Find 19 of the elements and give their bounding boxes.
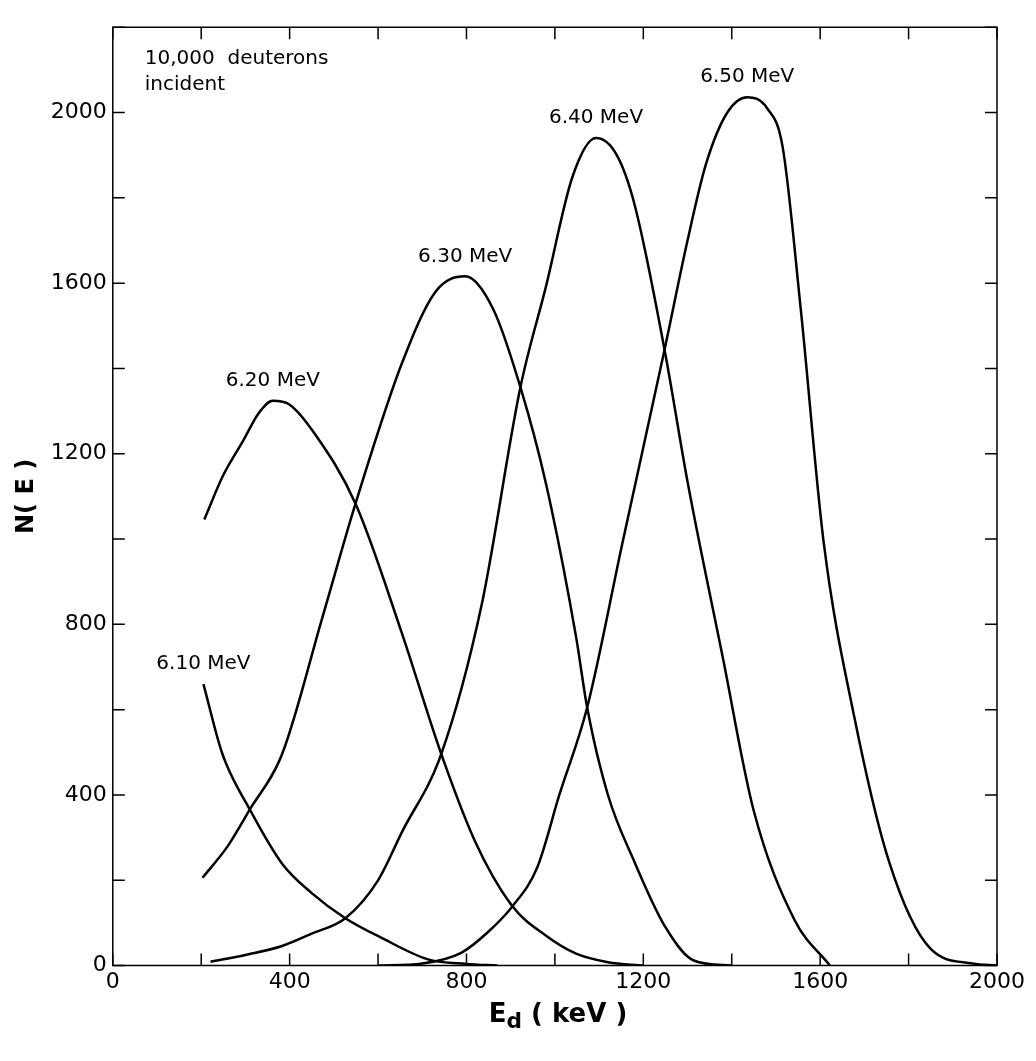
y-tick-label: 2000 [50,98,107,124]
y-axis-title: N( E ) [10,458,39,534]
y-tick-label: 1600 [50,268,107,294]
series-label: 6.40 MeV [548,104,644,129]
y-tick-label: 1200 [50,439,107,465]
x-tick-label: 800 [445,967,488,993]
series-label: 6.30 MeV [418,242,513,267]
annotation: 10,000 deuterons incident [144,45,329,96]
y-tick-label: 0 [92,951,107,977]
x-tick-label: 400 [268,967,311,993]
x-tick-label: 1600 [792,967,849,993]
x-tick-label: 2000 [969,967,1026,993]
series-label: 6.10 MeV [156,650,251,675]
y-tick-label: 800 [64,610,107,636]
y-tick-label: 400 [64,780,107,806]
series-label: 6.50 MeV [700,63,795,88]
series-label: 6.20 MeV [225,367,321,392]
x-tick-label: 1200 [615,967,672,993]
x-axis-title: E$_{d}$ ( keV ) [487,998,629,1034]
